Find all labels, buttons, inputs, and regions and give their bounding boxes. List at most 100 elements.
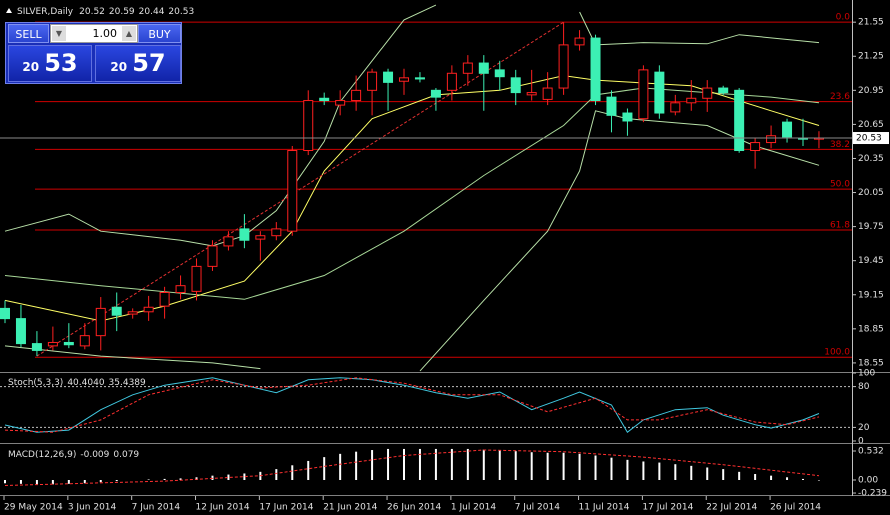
buy-price[interactable]: 20 57 bbox=[95, 45, 181, 82]
indicator-line bbox=[4, 87, 820, 300]
fib-level-label: 50.0 bbox=[830, 180, 850, 190]
candle-body bbox=[143, 306, 154, 313]
candle-body bbox=[574, 37, 585, 46]
y-tick-label: 18.55 bbox=[858, 358, 884, 368]
macd-title: MACD(12,26,9) bbox=[8, 450, 76, 460]
candle-body bbox=[430, 89, 441, 98]
oscillator-line bbox=[4, 377, 820, 433]
x-tick-label: 12 Jun 2014 bbox=[196, 503, 250, 513]
y-tick-label: 80 bbox=[858, 382, 870, 392]
x-tick-label: 11 Jul 2014 bbox=[579, 503, 630, 513]
candle-body bbox=[95, 307, 106, 337]
candle-body bbox=[766, 135, 777, 144]
candle-body bbox=[223, 236, 234, 247]
chart-header: SILVER,Daily 20.52 20.59 20.44 20.53 bbox=[17, 7, 194, 17]
candle-body bbox=[702, 87, 713, 99]
indicator-line bbox=[36, 21, 564, 357]
lot-decrease[interactable]: ▼ bbox=[52, 26, 66, 41]
current-price-label: 20.53 bbox=[856, 134, 882, 144]
buy-button[interactable]: BUY bbox=[138, 24, 181, 43]
candle-body bbox=[159, 291, 170, 307]
candle-body bbox=[191, 265, 202, 292]
candle-body bbox=[31, 343, 42, 351]
y-tick-label: 21.55 bbox=[858, 18, 884, 28]
candle-body bbox=[686, 97, 697, 104]
indicator-line bbox=[4, 75, 820, 322]
y-tick-label: 20.35 bbox=[858, 154, 884, 164]
close-value: 20.53 bbox=[168, 7, 194, 17]
candle-body bbox=[510, 77, 521, 94]
y-tick-label: 0.00 bbox=[858, 476, 878, 486]
candle-body bbox=[319, 97, 330, 102]
candle-body bbox=[558, 44, 569, 89]
x-tick-label: 17 Jul 2014 bbox=[642, 503, 693, 513]
fib-level-label: 0.0 bbox=[836, 13, 851, 23]
candle-body bbox=[446, 72, 457, 91]
stoch-main-value: 40.4040 bbox=[67, 378, 104, 388]
y-tick-label: 21.25 bbox=[858, 52, 884, 62]
y-tick-label: 100 bbox=[858, 369, 875, 379]
candle-body bbox=[15, 318, 26, 345]
candle-body bbox=[606, 96, 617, 116]
x-tick-label: 21 Jun 2014 bbox=[323, 503, 377, 513]
one-click-trading-panel: SELL ▼ 1.00 ▲ BUY 20 53 20 57 bbox=[5, 22, 182, 84]
candle-body bbox=[255, 235, 266, 240]
sell-price-big: 53 bbox=[44, 49, 78, 77]
stoch-title: Stoch(5,3,3) bbox=[8, 378, 63, 388]
candle-body bbox=[287, 150, 298, 232]
candle-body bbox=[351, 89, 362, 102]
buy-price-big: 57 bbox=[132, 49, 166, 77]
y-tick-label: 18.85 bbox=[858, 324, 884, 334]
candle-body bbox=[239, 228, 250, 241]
candle-body bbox=[63, 341, 74, 346]
candle-body bbox=[750, 142, 761, 152]
sell-button[interactable]: SELL bbox=[8, 24, 49, 43]
candle-body bbox=[542, 87, 553, 100]
sell-price[interactable]: 20 53 bbox=[8, 45, 92, 82]
x-tick-label: 1 Jul 2014 bbox=[451, 503, 496, 513]
candle-body bbox=[111, 306, 122, 316]
x-tick-label: 7 Jul 2014 bbox=[515, 503, 560, 513]
open-value: 20.52 bbox=[79, 7, 105, 17]
candle-body bbox=[414, 77, 425, 80]
candle-body bbox=[478, 62, 489, 74]
macd-signal-value: 0.079 bbox=[113, 450, 139, 460]
x-tick-label: 26 Jun 2014 bbox=[387, 503, 441, 513]
indicator-line bbox=[4, 345, 261, 370]
buy-price-small: 20 bbox=[110, 60, 128, 74]
candle-body bbox=[79, 335, 90, 347]
lot-field[interactable]: ▼ 1.00 ▲ bbox=[50, 24, 138, 43]
fib-level-label: 23.6 bbox=[830, 92, 850, 102]
low-value: 20.44 bbox=[139, 7, 165, 17]
candle-body bbox=[47, 341, 58, 347]
x-tick-label: 17 Jun 2014 bbox=[259, 503, 313, 513]
candle-body bbox=[622, 112, 633, 122]
candle-body bbox=[271, 228, 282, 237]
macd-main-value: -0.009 bbox=[80, 450, 109, 460]
candle-body bbox=[175, 285, 186, 293]
y-tick-label: 19.45 bbox=[858, 256, 884, 266]
collapse-arrow[interactable] bbox=[6, 8, 12, 13]
fib-level-label: 61.8 bbox=[830, 221, 850, 231]
fib-level-label: 38.2 bbox=[830, 140, 850, 150]
sell-price-small: 20 bbox=[22, 60, 40, 74]
lot-increase[interactable]: ▲ bbox=[122, 26, 136, 41]
candle-body bbox=[494, 69, 505, 78]
x-tick-label: 29 May 2014 bbox=[4, 503, 63, 513]
candle-body bbox=[303, 100, 314, 152]
x-tick-label: 26 Jul 2014 bbox=[770, 503, 821, 513]
y-tick-label: 19.75 bbox=[858, 222, 884, 232]
candle-body bbox=[782, 121, 793, 138]
candle-body bbox=[0, 307, 10, 320]
oscillator-line bbox=[4, 377, 820, 433]
y-tick-label: 0.532 bbox=[858, 447, 884, 457]
candle-body bbox=[399, 77, 409, 82]
signal-line bbox=[4, 449, 820, 486]
candle-body bbox=[590, 37, 601, 102]
candle-body bbox=[207, 245, 218, 267]
x-tick-label: 22 Jul 2014 bbox=[706, 503, 757, 513]
candle-body bbox=[127, 311, 138, 315]
candle-body bbox=[367, 71, 378, 91]
x-tick-label: 3 Jun 2014 bbox=[68, 503, 117, 513]
